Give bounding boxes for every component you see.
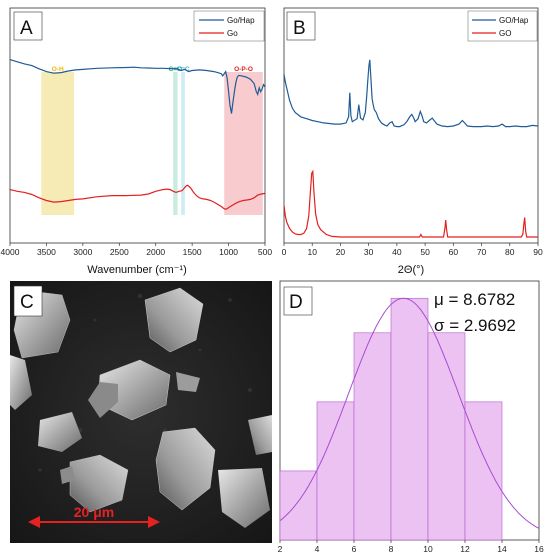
- series-line-gohap: [9, 59, 266, 114]
- x-tick-label: 16: [534, 544, 544, 554]
- x-tick-label: 50: [420, 247, 430, 257]
- band-label: O-H: [52, 66, 64, 73]
- x-tick-label: 20: [336, 247, 346, 257]
- panel-label-d: D: [289, 292, 303, 313]
- plot-frame: [9, 7, 266, 244]
- panel-label-box: [13, 285, 43, 317]
- band-co: [173, 72, 178, 215]
- band-label: C=O: [169, 66, 183, 73]
- x-axis-label: 2Θ(°): [398, 264, 424, 276]
- particle: [88, 382, 118, 418]
- x-tick-label: 70: [477, 247, 487, 257]
- panel-label-b: B: [293, 18, 306, 39]
- particle: [10, 355, 32, 410]
- x-tick-label: 3500: [37, 247, 56, 257]
- panel-a-ftir-chart: O-H C=OC=C O-P-O A Go/Hap Go 4000 3500 3000 2…: [1, 7, 272, 276]
- x-tick-label: 2500: [110, 247, 129, 257]
- x-tick-label: 10: [307, 247, 317, 257]
- x-tick-label: 1500: [183, 247, 202, 257]
- legend-label-gohap: Go/Hap: [227, 16, 255, 25]
- x-tick-label: 12: [460, 544, 470, 554]
- panel-label-a: A: [20, 18, 33, 39]
- series-line-go: [9, 184, 266, 210]
- sigma-annotation: σ = 2.9692: [434, 316, 516, 335]
- particle: [155, 427, 216, 511]
- x-tick-label: 2: [278, 544, 283, 554]
- x-tick-label: 80: [505, 247, 515, 257]
- particle: [248, 415, 272, 455]
- x-tick-label: 500: [258, 247, 272, 257]
- particle: [176, 372, 200, 392]
- particle: [38, 412, 82, 452]
- series-line-gohap: [283, 59, 539, 128]
- particle: [144, 287, 204, 353]
- x-tick-label: 40: [392, 247, 402, 257]
- panel-d-histogram: D μ = 8.6782 σ = 2.9692 2 4 6 8 10 12 14 16: [278, 280, 544, 554]
- histogram-bar: [353, 332, 392, 541]
- x-tick-label: 60: [449, 247, 459, 257]
- x-tick-label: 14: [497, 544, 507, 554]
- particle: [218, 468, 270, 528]
- particle: [69, 454, 129, 513]
- legend: GO/Hap GO: [467, 10, 538, 42]
- legend-label-go: Go: [227, 29, 238, 38]
- x-tick-label: 4: [315, 544, 320, 554]
- x-axis-ticks: 2 4 6 8 10 12 14 16: [278, 540, 544, 554]
- x-tick-label: 4000: [1, 247, 20, 257]
- x-tick-label: 1000: [219, 247, 238, 257]
- band-label: O-P-O: [234, 66, 253, 73]
- x-tick-label: 8: [389, 544, 394, 554]
- x-axis-label: Wavenumber (cm⁻¹): [87, 264, 187, 276]
- panel-b-xrd-chart: B GO/Hap GO 0 10 20 30 40 50 60 70 80 90 2Θ(°): [282, 7, 543, 276]
- x-tick-label: 2000: [146, 247, 165, 257]
- particle: [60, 466, 75, 484]
- band-oh: [41, 72, 75, 215]
- panel-c-sem-image: C 20 μm: [10, 281, 272, 543]
- histogram-bar: [316, 401, 355, 541]
- x-tick-label: 0: [282, 247, 287, 257]
- band-highlights: O-H C=OC=C O-P-O: [41, 66, 263, 215]
- x-tick-label: 6: [352, 544, 357, 554]
- x-tick-label: 30: [364, 247, 374, 257]
- legend: Go/Hap Go: [193, 10, 265, 42]
- histogram-bar: [390, 297, 429, 541]
- series-line-go: [283, 169, 538, 238]
- panel-label-box: [286, 11, 316, 41]
- x-tick-label: 90: [533, 247, 543, 257]
- normal-fit-curve: [279, 297, 540, 529]
- scale-bar-label: 20 μm: [74, 504, 114, 520]
- histogram-bar: [464, 401, 503, 541]
- x-axis-ticks: 0 10 20 30 40 50 60 70 80 90: [282, 243, 543, 257]
- mu-annotation: μ = 8.6782: [434, 290, 515, 309]
- panel-label-c: C: [20, 292, 34, 313]
- x-tick-label: 3000: [73, 247, 92, 257]
- legend-label-go: GO: [499, 29, 511, 38]
- histogram-bars: [279, 297, 503, 541]
- x-axis-ticks: 4000 3500 3000 2500 2000 1500 1000 500: [1, 243, 272, 257]
- x-tick-label: 10: [423, 544, 433, 554]
- panel-label-box: [13, 11, 43, 41]
- band-cc: [181, 72, 185, 215]
- legend-label-gohap: GO/Hap: [499, 16, 529, 25]
- ftir-series: [9, 59, 266, 210]
- histogram-bar: [427, 332, 466, 541]
- band-opo: [224, 72, 263, 215]
- xrd-series: [283, 59, 539, 238]
- panel-label-box: [283, 286, 313, 316]
